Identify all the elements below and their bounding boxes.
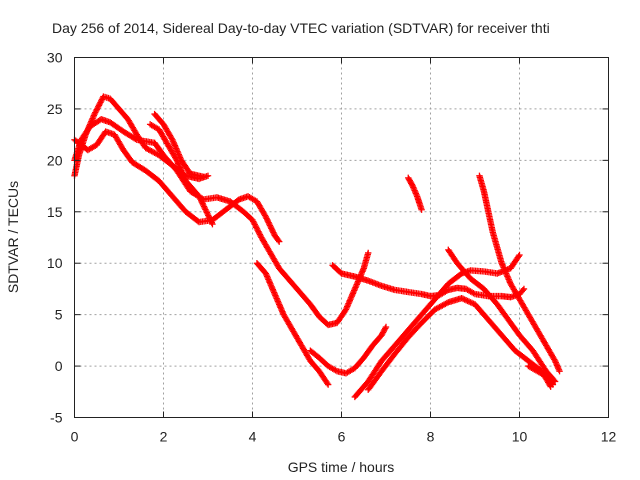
data-point [264, 216, 271, 223]
data-point [266, 222, 274, 229]
axis-ticks: 0 2 4 6 8 10 12 -5 0 5 10 15 20 25 30 [47, 50, 617, 445]
series-track-7 [307, 323, 390, 377]
data-marks [71, 93, 563, 401]
y-tick-label: 5 [55, 307, 63, 323]
data-point [324, 380, 331, 387]
data-point [519, 287, 527, 294]
data-point [443, 299, 451, 307]
y-tick-label: 0 [55, 358, 63, 374]
x-tick-label: 6 [338, 429, 346, 445]
series-track-6 [253, 260, 332, 388]
data-point [132, 135, 139, 143]
y-tick-label: 30 [47, 50, 63, 66]
data-point [205, 213, 213, 221]
data-point [202, 207, 210, 215]
data-point [551, 356, 558, 363]
data-point [268, 226, 276, 233]
data-point [204, 210, 211, 218]
data-point [275, 237, 282, 244]
data-point [365, 249, 372, 257]
y-tick-label: 20 [47, 152, 63, 168]
data-point [266, 220, 273, 228]
y-tick-label: 10 [47, 255, 63, 271]
data-point [92, 109, 99, 116]
data-point [556, 368, 563, 375]
data-point [196, 194, 204, 202]
data-point [382, 325, 389, 332]
data-point [520, 285, 528, 293]
x-tick-label: 0 [71, 429, 79, 445]
data-point [253, 225, 261, 232]
data-point [269, 227, 276, 235]
data-point [204, 172, 212, 179]
x-tick-label: 10 [512, 429, 528, 445]
series-track-14 [525, 362, 557, 388]
y-tick-label: -5 [50, 410, 63, 426]
data-point [465, 298, 473, 305]
data-point [265, 219, 272, 226]
data-point [208, 219, 215, 226]
data-point [549, 381, 557, 388]
y-axis-label: SDTVAR / TECUs [5, 181, 21, 293]
data-point [201, 204, 208, 212]
x-tick-label: 12 [601, 429, 617, 445]
data-point [96, 100, 103, 108]
data-point [332, 367, 339, 374]
data-point [324, 381, 332, 388]
data-point [418, 206, 425, 213]
data-point [267, 223, 274, 231]
data-point [195, 193, 203, 200]
x-tick-label: 2 [160, 429, 168, 445]
series-track-8 [329, 262, 528, 301]
series-track-13 [476, 172, 563, 375]
data-point [276, 238, 283, 245]
data-point [199, 200, 206, 207]
data-point [209, 220, 216, 228]
x-axis-label: GPS time / hours [288, 459, 395, 475]
data-point [200, 173, 207, 181]
data-point [252, 222, 259, 230]
data-point [200, 203, 208, 210]
data-point [408, 181, 416, 188]
series-track-11 [405, 174, 425, 213]
data-point [207, 216, 214, 223]
data-point [268, 225, 275, 232]
data-point [461, 296, 468, 303]
data-point [202, 206, 209, 213]
series-track-9 [351, 251, 523, 401]
data-point [207, 218, 215, 225]
grid-lines [74, 57, 609, 418]
data-point [382, 323, 390, 331]
data-point [206, 215, 213, 222]
data-point [250, 218, 257, 225]
data-point [205, 212, 212, 219]
data-point [262, 213, 270, 221]
series-track-5 [151, 110, 207, 181]
data-point [515, 253, 522, 260]
data-point [264, 218, 272, 225]
data-point [256, 231, 264, 238]
y-tick-label: 15 [47, 204, 63, 220]
y-tick-label: 25 [47, 101, 63, 117]
data-point [516, 251, 523, 259]
data-point [254, 227, 261, 234]
chart-title: Day 256 of 2014, Sidereal Day-to-day VTE… [52, 20, 550, 36]
x-tick-label: 8 [427, 429, 435, 445]
data-point [203, 209, 211, 216]
x-tick-label: 4 [249, 429, 257, 445]
data-point [263, 215, 270, 222]
data-point [200, 201, 207, 209]
data-point [168, 135, 175, 142]
data-point [94, 105, 101, 112]
data-point [198, 199, 206, 206]
data-point [548, 380, 556, 387]
series-track-2 [71, 116, 372, 329]
data-point [470, 290, 477, 297]
data-point [197, 196, 204, 203]
data-point [270, 229, 277, 236]
data-point [198, 197, 205, 204]
